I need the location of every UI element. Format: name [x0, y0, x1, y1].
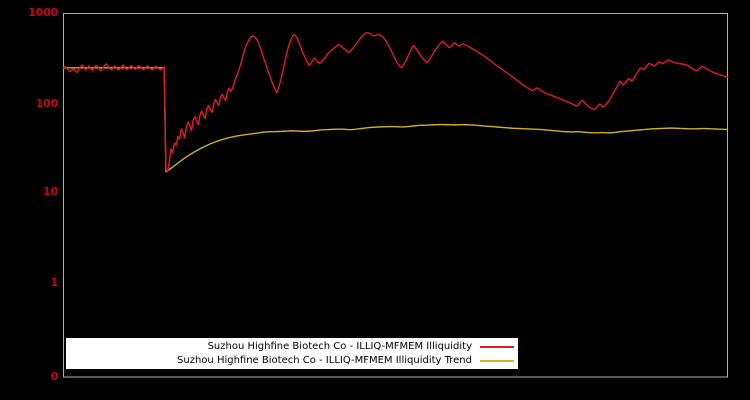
y-axis-tick-100: 100: [35, 97, 59, 110]
legend-color-swatch-0: [480, 341, 514, 352]
legend-color-swatch-1: [480, 355, 514, 366]
chart-legend: Suzhou Highfine Biotech Co - ILLIQ-MFMEM…: [66, 338, 518, 369]
y-axis-tick-1: 1: [50, 276, 59, 289]
y-axis-tick-0: 0: [50, 370, 59, 383]
y-axis-tick-labels: 1000 100 10 1 0: [0, 0, 58, 400]
legend-entry-1[interactable]: Suzhou Highfine Biotech Co - ILLIQ-MFMEM…: [66, 354, 518, 368]
y-axis-tick-1000: 1000: [28, 6, 58, 19]
plot-frame: [63, 13, 728, 378]
legend-label-1: Suzhou Highfine Biotech Co - ILLIQ-MFMEM…: [177, 354, 472, 366]
series-line-illiquidity: [62, 67, 729, 173]
legend-label-0: Suzhou Highfine Biotech Co - ILLIQ-MFMEM…: [207, 340, 472, 352]
series-line-illiquidity-trend: [62, 31, 729, 173]
legend-entry-0[interactable]: Suzhou Highfine Biotech Co - ILLIQ-MFMEM…: [66, 340, 518, 354]
y-axis-tick-10: 10: [43, 185, 58, 198]
